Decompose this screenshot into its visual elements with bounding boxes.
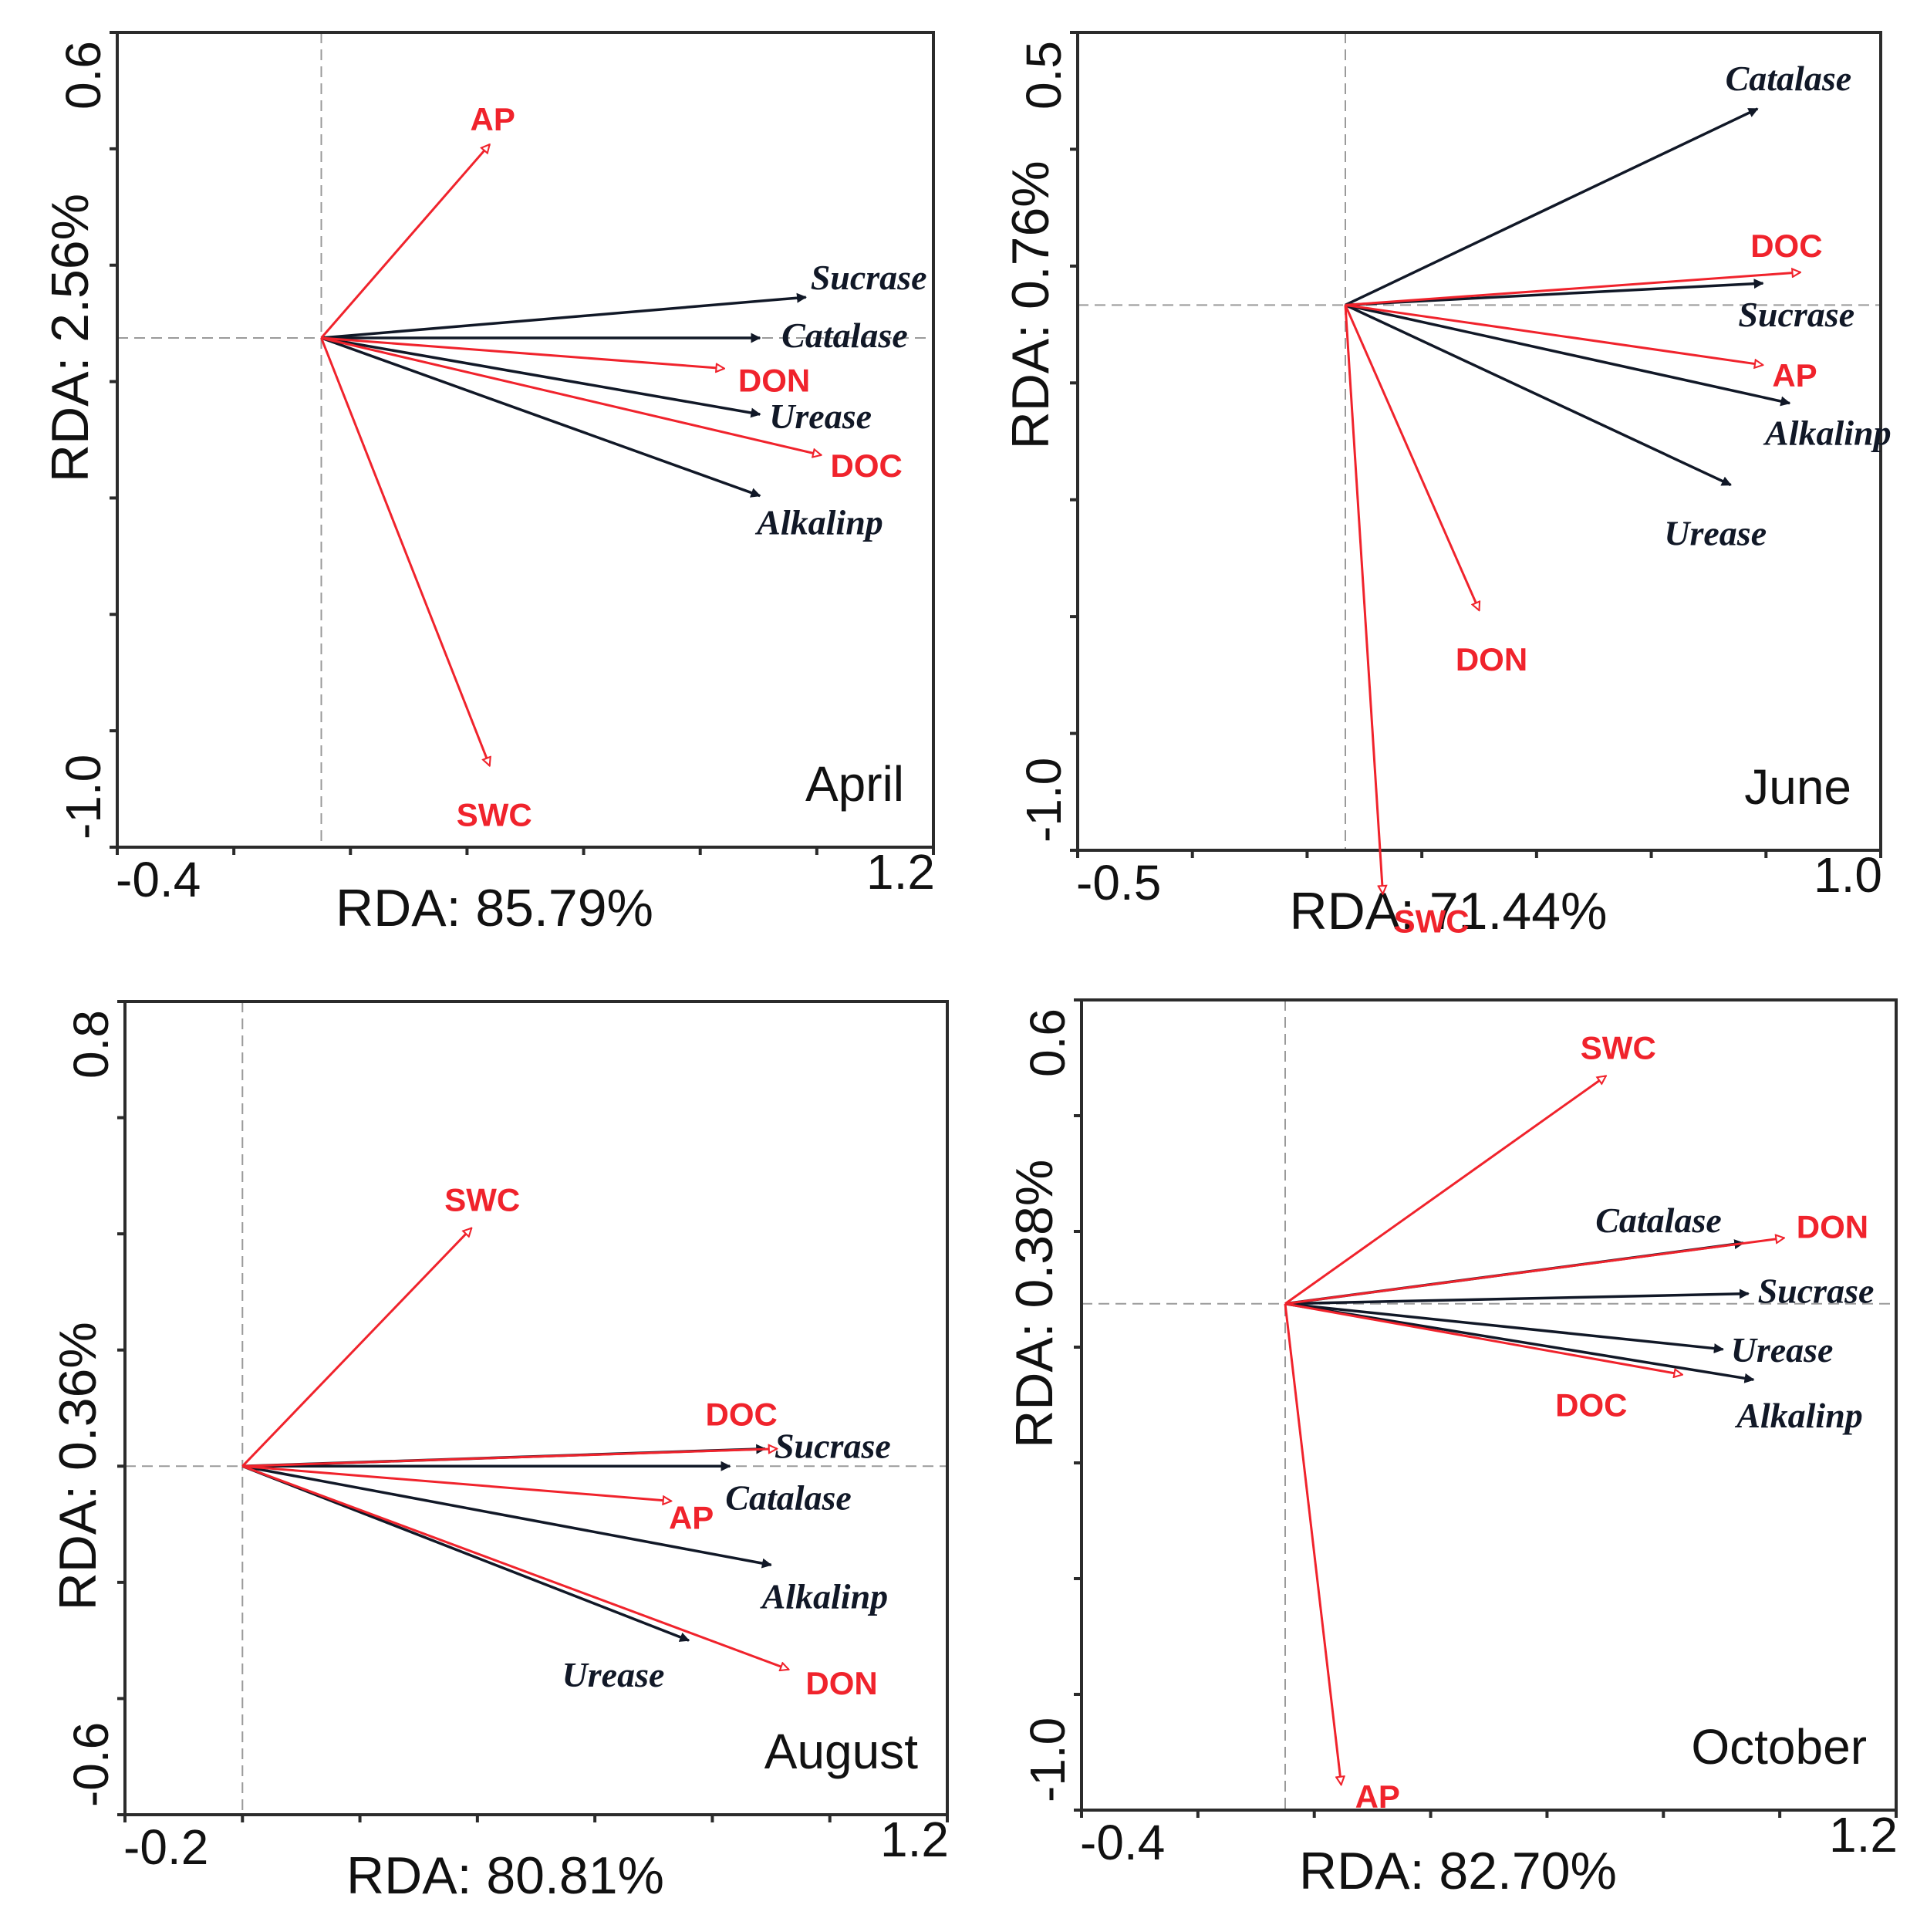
species-label-sucrase: Sucrase bbox=[1758, 1272, 1875, 1311]
y-axis-title: RDA: 0.38% bbox=[1005, 1160, 1064, 1448]
panel-label: April bbox=[805, 756, 904, 812]
x-tick-label-max: 1.2 bbox=[866, 844, 935, 900]
y-tick-label-min: -1.0 bbox=[1016, 758, 1071, 843]
species-arrow-urease bbox=[321, 336, 761, 418]
species-label-sucrase: Sucrase bbox=[775, 1427, 891, 1466]
panel-august: -0.2 1.2 0.8 -0.6 RDA: 80.81% RDA: 0.36% Augus… bbox=[49, 1000, 949, 1905]
panel-label: October bbox=[1691, 1719, 1867, 1775]
x-tick-label-min: -0.5 bbox=[1076, 855, 1161, 910]
env-arrow-ap bbox=[1345, 303, 1763, 365]
species-arrow-sucrase bbox=[1345, 279, 1764, 307]
x-tick-label-max: 1.2 bbox=[880, 1812, 949, 1867]
species-label-urease: Urease bbox=[1664, 514, 1767, 553]
env-label-swc: SWC bbox=[457, 796, 532, 833]
plot-frame bbox=[1080, 998, 1898, 1812]
x-axis-title: RDA: 71.44% bbox=[1290, 882, 1608, 941]
env-label-don: DON bbox=[1456, 641, 1527, 677]
env-label-doc: DOC bbox=[706, 1397, 778, 1433]
species-arrow-urease bbox=[241, 1464, 690, 1642]
env-label-ap: AP bbox=[669, 1499, 714, 1535]
species-label-catalase: Catalase bbox=[781, 316, 908, 355]
y-axis-title: RDA: 2.56% bbox=[41, 194, 100, 482]
env-arrow-swc bbox=[320, 337, 490, 765]
y-tick-label-min: -1.0 bbox=[56, 755, 111, 839]
env-arrow-don bbox=[321, 336, 724, 369]
panel-april: -0.4 1.2 0.6 -1.0 RDA: 85.79% RDA: 2.56% April… bbox=[41, 31, 935, 937]
env-label-don: DON bbox=[805, 1665, 877, 1701]
plot-frame bbox=[116, 31, 935, 849]
y-tick-label-min: -0.6 bbox=[63, 1722, 119, 1807]
y-tick-label-max: 0.6 bbox=[56, 41, 111, 110]
env-label-ap: AP bbox=[1772, 357, 1817, 393]
env-arrow-doc bbox=[1284, 1302, 1682, 1375]
y-tick-label-max: 0.5 bbox=[1016, 41, 1071, 110]
panel-label: June bbox=[1744, 759, 1851, 815]
panel-june: -0.5 1.0 0.5 -1.0 RDA: 71.44% RDA: 0.76% June C… bbox=[1001, 31, 1892, 941]
species-label-alkalinp: Alkalinp bbox=[1734, 1396, 1863, 1435]
species-label-sucrase: Sucrase bbox=[1738, 295, 1854, 334]
env-label-doc: DOC bbox=[1555, 1387, 1627, 1424]
x-tick-label-min: -0.4 bbox=[1080, 1815, 1165, 1870]
panel-label: August bbox=[764, 1724, 918, 1779]
species-arrow-urease bbox=[1284, 1302, 1724, 1354]
species-arrow-alkalinp bbox=[241, 1464, 772, 1569]
env-label-doc: DOC bbox=[1750, 228, 1822, 264]
species-arrow-alkalinp bbox=[1345, 303, 1791, 407]
plot-frame bbox=[1076, 31, 1882, 852]
species-label-urease: Urease bbox=[562, 1655, 665, 1694]
species-arrow-sucrase bbox=[321, 292, 807, 339]
y-axis-title: RDA: 0.76% bbox=[1001, 160, 1060, 449]
env-label-don: DON bbox=[1797, 1208, 1868, 1245]
x-axis-title: RDA: 85.79% bbox=[336, 879, 653, 937]
env-arrow-don bbox=[1344, 304, 1480, 610]
env-arrow-swc bbox=[241, 1228, 471, 1468]
env-arrow-doc bbox=[242, 1449, 777, 1468]
env-arrow-doc bbox=[1345, 272, 1800, 306]
species-label-alkalinp: Alkalinp bbox=[1763, 414, 1892, 453]
species-arrow-alkalinp bbox=[1284, 1302, 1755, 1383]
x-tick-label-min: -0.2 bbox=[123, 1819, 208, 1875]
env-arrow-ap bbox=[242, 1464, 671, 1501]
species-label-alkalinp: Alkalinp bbox=[760, 1576, 889, 1616]
species-arrow-sucrase bbox=[1284, 1289, 1750, 1305]
species-label-sucrase: Sucrase bbox=[811, 258, 927, 297]
y-tick-label-min: -1.0 bbox=[1020, 1718, 1075, 1802]
y-axis-title: RDA: 0.36% bbox=[49, 1322, 107, 1610]
plot-frame bbox=[123, 1000, 949, 1816]
env-arrow-swc bbox=[1344, 305, 1383, 893]
env-arrow-doc bbox=[321, 336, 822, 455]
species-arrow-alkalinp bbox=[320, 336, 761, 498]
x-axis-title: RDA: 82.70% bbox=[1299, 1842, 1617, 1900]
env-arrow-ap bbox=[320, 144, 490, 339]
species-label-urease: Urease bbox=[769, 397, 872, 436]
species-arrow-catalase bbox=[1345, 107, 1759, 306]
species-label-alkalinp: Alkalinp bbox=[754, 503, 883, 542]
species-label-catalase: Catalase bbox=[1726, 59, 1852, 98]
y-tick-label-max: 0.6 bbox=[1020, 1008, 1075, 1077]
env-arrow-don bbox=[241, 1464, 788, 1669]
env-label-swc: SWC bbox=[1394, 904, 1470, 940]
env-label-ap: AP bbox=[1355, 1778, 1400, 1815]
env-arrow-don bbox=[1284, 1238, 1784, 1305]
panel-october: -0.4 1.2 0.6 -1.0 RDA: 82.70% RDA: 0.38% Octob… bbox=[1005, 998, 1898, 1900]
env-label-don: DON bbox=[738, 363, 810, 399]
x-tick-label-max: 1.0 bbox=[1814, 847, 1882, 903]
x-tick-label-max: 1.2 bbox=[1829, 1807, 1898, 1863]
x-axis-title: RDA: 80.81% bbox=[346, 1846, 664, 1905]
env-label-swc: SWC bbox=[444, 1182, 520, 1218]
env-label-ap: AP bbox=[471, 101, 515, 137]
x-tick-label-min: -0.4 bbox=[116, 852, 201, 907]
env-label-doc: DOC bbox=[831, 448, 903, 484]
species-label-catalase: Catalase bbox=[725, 1478, 852, 1517]
env-arrow-ap bbox=[1284, 1303, 1341, 1785]
y-tick-label-max: 0.8 bbox=[63, 1010, 119, 1079]
env-label-swc: SWC bbox=[1581, 1029, 1656, 1066]
env-arrow-swc bbox=[1284, 1076, 1606, 1305]
species-label-urease: Urease bbox=[1731, 1330, 1834, 1370]
species-label-catalase: Catalase bbox=[1595, 1201, 1722, 1240]
species-arrow-urease bbox=[1345, 303, 1732, 487]
